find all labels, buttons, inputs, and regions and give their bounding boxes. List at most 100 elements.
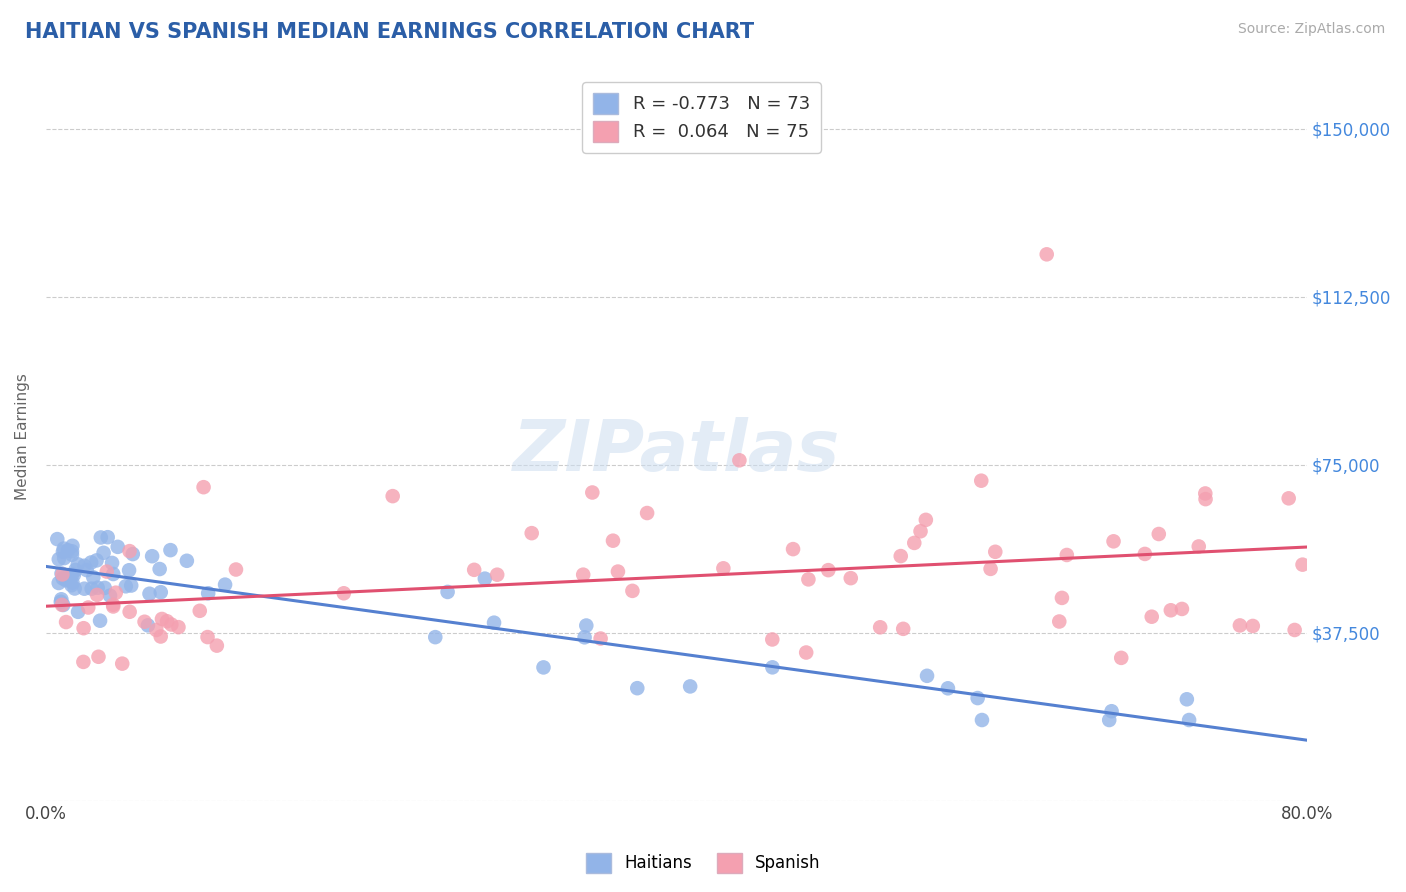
Point bbox=[193, 480, 215, 494]
Point bbox=[60, 544, 83, 558]
Point bbox=[62, 575, 84, 590]
Text: ZIPatlas: ZIPatlas bbox=[513, 417, 839, 486]
Point bbox=[48, 552, 70, 566]
Point bbox=[1229, 618, 1251, 632]
Point bbox=[103, 599, 125, 614]
Point bbox=[575, 618, 598, 632]
Point bbox=[149, 630, 172, 644]
Point bbox=[118, 605, 141, 619]
Point bbox=[141, 549, 163, 564]
Point bbox=[56, 543, 79, 558]
Point bbox=[145, 623, 167, 637]
Point bbox=[51, 592, 73, 607]
Point bbox=[966, 691, 988, 706]
Point bbox=[160, 617, 183, 632]
Point bbox=[176, 554, 198, 568]
Point bbox=[55, 574, 77, 588]
Point bbox=[138, 587, 160, 601]
Point bbox=[1188, 540, 1211, 554]
Point bbox=[1101, 704, 1123, 718]
Point bbox=[225, 562, 247, 576]
Point bbox=[205, 639, 228, 653]
Point bbox=[90, 531, 112, 545]
Point bbox=[53, 551, 76, 566]
Point bbox=[533, 660, 555, 674]
Point bbox=[52, 598, 75, 612]
Point bbox=[77, 600, 100, 615]
Point bbox=[55, 615, 77, 629]
Point bbox=[188, 604, 211, 618]
Point bbox=[46, 532, 69, 546]
Point bbox=[52, 571, 75, 585]
Point bbox=[980, 562, 1002, 576]
Point bbox=[167, 620, 190, 634]
Point bbox=[679, 680, 702, 694]
Point bbox=[101, 598, 124, 612]
Point bbox=[63, 582, 86, 596]
Point bbox=[1194, 486, 1216, 500]
Point bbox=[101, 556, 124, 570]
Point bbox=[107, 540, 129, 554]
Point bbox=[797, 573, 820, 587]
Point bbox=[903, 536, 925, 550]
Point bbox=[1035, 247, 1057, 261]
Point bbox=[62, 539, 84, 553]
Point bbox=[159, 543, 181, 558]
Point bbox=[728, 453, 751, 467]
Point bbox=[574, 630, 596, 644]
Point bbox=[51, 567, 73, 582]
Point bbox=[89, 614, 111, 628]
Point bbox=[436, 585, 458, 599]
Point bbox=[936, 681, 959, 696]
Point bbox=[1278, 491, 1301, 506]
Point bbox=[910, 524, 932, 539]
Point bbox=[52, 545, 75, 559]
Point bbox=[381, 489, 404, 503]
Point bbox=[1050, 591, 1073, 605]
Point bbox=[66, 558, 89, 572]
Point bbox=[156, 614, 179, 628]
Point bbox=[333, 586, 356, 600]
Text: HAITIAN VS SPANISH MEDIAN EARNINGS CORRELATION CHART: HAITIAN VS SPANISH MEDIAN EARNINGS CORRE… bbox=[25, 22, 755, 42]
Point bbox=[520, 526, 543, 541]
Point bbox=[607, 565, 630, 579]
Point bbox=[59, 571, 82, 585]
Point bbox=[82, 570, 104, 584]
Point bbox=[1171, 602, 1194, 616]
Point bbox=[51, 598, 73, 612]
Point bbox=[915, 669, 938, 683]
Point bbox=[711, 561, 734, 575]
Point bbox=[96, 565, 118, 579]
Point bbox=[914, 513, 936, 527]
Point bbox=[1047, 615, 1070, 629]
Point bbox=[86, 553, 108, 567]
Point bbox=[463, 563, 485, 577]
Point bbox=[118, 544, 141, 558]
Point bbox=[72, 621, 94, 635]
Point bbox=[214, 577, 236, 591]
Point bbox=[1056, 548, 1078, 562]
Point bbox=[626, 681, 648, 695]
Point bbox=[474, 572, 496, 586]
Point bbox=[73, 558, 96, 573]
Point bbox=[149, 562, 172, 576]
Point bbox=[761, 632, 783, 647]
Point bbox=[118, 563, 141, 577]
Point bbox=[1102, 534, 1125, 549]
Point bbox=[970, 474, 993, 488]
Point bbox=[581, 485, 603, 500]
Point bbox=[1160, 603, 1182, 617]
Point bbox=[49, 595, 72, 609]
Point bbox=[794, 646, 817, 660]
Point bbox=[48, 576, 70, 591]
Point bbox=[136, 618, 159, 632]
Point bbox=[486, 567, 509, 582]
Point bbox=[93, 546, 115, 560]
Point bbox=[104, 585, 127, 599]
Point bbox=[782, 542, 804, 557]
Point bbox=[73, 582, 96, 596]
Point bbox=[1284, 623, 1306, 637]
Point bbox=[984, 545, 1007, 559]
Point bbox=[1133, 547, 1156, 561]
Point bbox=[87, 649, 110, 664]
